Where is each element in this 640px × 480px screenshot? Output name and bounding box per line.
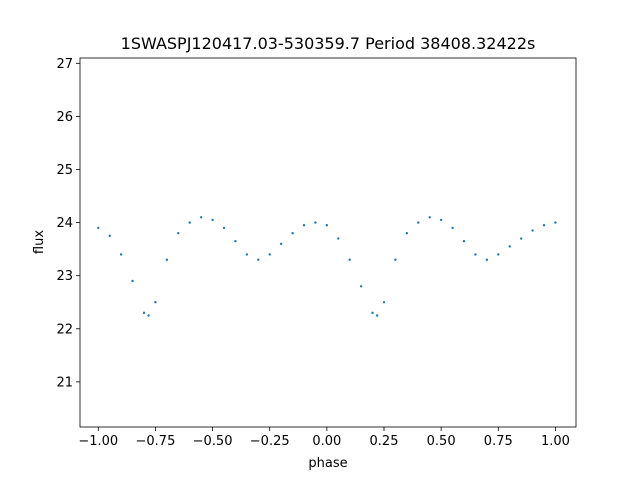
data-point xyxy=(337,237,340,240)
chart-title: 1SWASPJ120417.03-530359.7 Period 38408.3… xyxy=(121,34,536,53)
data-point xyxy=(485,258,489,261)
data-point xyxy=(394,258,397,261)
y-tick-label: 21 xyxy=(56,375,73,390)
data-point xyxy=(497,253,500,256)
data-point xyxy=(371,311,374,315)
data-point xyxy=(165,258,169,261)
data-point xyxy=(97,226,100,230)
data-point xyxy=(222,226,226,230)
y-tick-label: 24 xyxy=(56,216,73,231)
y-axis-label: flux xyxy=(32,230,47,254)
data-points xyxy=(97,216,557,317)
data-point xyxy=(119,253,123,256)
data-point xyxy=(131,279,134,283)
data-point xyxy=(554,221,557,224)
data-point xyxy=(211,218,214,222)
data-point xyxy=(428,216,431,219)
data-point xyxy=(142,311,146,315)
data-point xyxy=(268,253,271,256)
data-point xyxy=(542,224,546,227)
x-tick-label: −0.25 xyxy=(250,434,290,449)
data-point xyxy=(108,234,111,238)
x-tick-label: 1.00 xyxy=(541,434,570,449)
data-point xyxy=(199,216,203,219)
data-point xyxy=(348,258,351,261)
data-point xyxy=(531,229,534,232)
data-point xyxy=(234,239,237,243)
data-point xyxy=(375,314,379,317)
data-point xyxy=(314,221,317,224)
data-point xyxy=(177,232,180,235)
x-axis: −1.00 −0.75 −0.50 −0.25 0.00 0.25 0.50 0.75 1.00 xyxy=(78,427,570,449)
data-point xyxy=(474,253,477,256)
data-point xyxy=(508,245,511,248)
x-tick-label: −1.00 xyxy=(78,434,118,449)
data-point xyxy=(245,253,249,256)
data-point xyxy=(451,226,454,230)
plot-frame xyxy=(79,57,577,428)
x-axis-label: phase xyxy=(308,456,347,471)
data-point xyxy=(359,285,363,288)
x-tick-label: −0.75 xyxy=(136,434,176,449)
data-point xyxy=(405,232,409,235)
y-tick-label: 27 xyxy=(56,57,73,72)
data-point xyxy=(279,242,283,246)
data-point xyxy=(325,224,329,227)
data-point xyxy=(302,224,306,227)
y-axis: 21 22 23 24 25 26 27 xyxy=(56,57,80,390)
data-point xyxy=(382,301,386,304)
data-point xyxy=(462,239,466,243)
y-tick-label: 26 xyxy=(56,110,73,125)
data-point xyxy=(257,258,260,261)
y-tick-label: 25 xyxy=(56,163,73,178)
data-point xyxy=(291,232,294,235)
x-tick-label: 0.00 xyxy=(312,434,341,449)
data-point xyxy=(439,218,443,222)
data-point xyxy=(188,221,191,224)
x-tick-label: 0.75 xyxy=(484,434,513,449)
x-tick-label: −0.50 xyxy=(193,434,233,449)
x-tick-label: 0.50 xyxy=(427,434,456,449)
y-tick-label: 23 xyxy=(56,269,73,284)
data-point xyxy=(147,314,150,317)
data-point xyxy=(154,301,157,304)
x-tick-label: 0.25 xyxy=(370,434,399,449)
data-point xyxy=(519,237,523,240)
y-tick-label: 22 xyxy=(56,322,73,337)
data-point xyxy=(417,221,420,224)
